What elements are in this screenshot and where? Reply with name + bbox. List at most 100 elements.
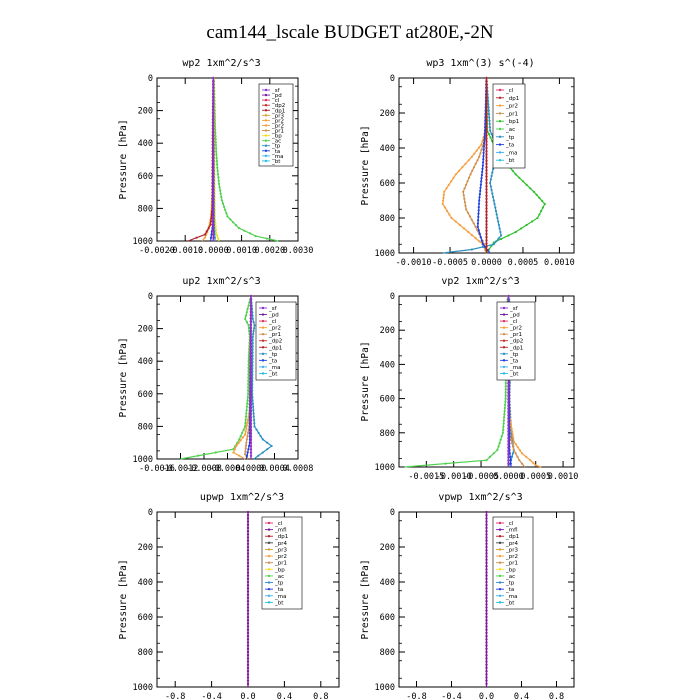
series-point bbox=[489, 178, 492, 181]
series-point bbox=[485, 571, 488, 574]
legend-marker bbox=[498, 127, 502, 131]
series-point bbox=[212, 160, 215, 163]
x-tick-label: -0.0016 bbox=[139, 464, 175, 474]
legend-marker bbox=[502, 332, 506, 336]
legend-marker bbox=[264, 149, 268, 152]
series-point bbox=[216, 234, 219, 237]
series-point bbox=[536, 216, 539, 220]
series-point bbox=[485, 124, 488, 127]
series-point bbox=[248, 301, 251, 304]
x-tick-label: 0.0000 bbox=[471, 258, 502, 268]
series-line bbox=[485, 510, 488, 687]
series-point bbox=[481, 243, 484, 246]
series-point bbox=[481, 164, 484, 167]
series-point bbox=[485, 676, 488, 679]
y-axis-label: Pressure [hPa] bbox=[360, 125, 371, 205]
series-point bbox=[525, 223, 528, 227]
series-point bbox=[229, 218, 232, 221]
legend-label: _dp1 bbox=[274, 534, 288, 540]
series-point bbox=[485, 181, 488, 185]
series-point bbox=[487, 109, 490, 112]
y-tick-label: 1000 bbox=[375, 683, 395, 693]
series-point bbox=[246, 615, 250, 619]
series-point bbox=[466, 211, 470, 214]
series-point bbox=[246, 644, 250, 647]
series-point bbox=[492, 199, 495, 202]
legend-marker bbox=[498, 554, 502, 558]
x-tick-label: -0.0010 bbox=[396, 258, 432, 268]
series-point bbox=[504, 397, 507, 400]
series-point bbox=[249, 425, 253, 429]
series-point bbox=[215, 147, 218, 150]
series-point bbox=[217, 182, 221, 185]
series-point bbox=[487, 103, 490, 106]
series-point bbox=[249, 387, 253, 390]
series-point bbox=[485, 216, 488, 220]
series-point bbox=[507, 414, 510, 417]
series-point bbox=[485, 641, 488, 644]
series-point bbox=[476, 225, 479, 228]
series-point bbox=[485, 131, 488, 134]
legend-label: _ac bbox=[505, 574, 515, 580]
legend-label: _tp bbox=[505, 581, 515, 587]
series-point bbox=[212, 188, 215, 191]
series-point bbox=[485, 226, 488, 229]
series-point bbox=[446, 209, 449, 213]
legend-label: _pr2 bbox=[271, 118, 284, 124]
y-tick-label: 800 bbox=[138, 422, 153, 432]
x-tick-label: 0.0 bbox=[240, 692, 255, 700]
series-point bbox=[246, 530, 250, 533]
series-point bbox=[454, 173, 457, 176]
series-point bbox=[245, 311, 248, 314]
legend-label: _pr1 bbox=[505, 561, 518, 567]
series-point bbox=[247, 376, 250, 379]
y-tick-label: 400 bbox=[138, 578, 153, 588]
series-point bbox=[217, 179, 220, 182]
series-point bbox=[485, 520, 488, 523]
series-point bbox=[502, 419, 505, 422]
series-point bbox=[245, 405, 248, 408]
series-point bbox=[485, 565, 488, 568]
series-point bbox=[212, 233, 215, 236]
legend-label: _bt bbox=[271, 159, 281, 165]
series-point bbox=[246, 609, 250, 612]
series-point bbox=[249, 317, 253, 320]
series-point bbox=[516, 446, 520, 449]
series-point bbox=[246, 561, 250, 565]
series-point bbox=[210, 217, 213, 220]
series-point bbox=[232, 221, 235, 224]
series-point bbox=[249, 378, 253, 381]
legend-label: _ta bbox=[505, 143, 514, 149]
series-point bbox=[212, 166, 215, 169]
series-point bbox=[246, 565, 250, 568]
series-point bbox=[247, 369, 250, 373]
legend-marker bbox=[261, 359, 265, 362]
series-point bbox=[504, 400, 507, 403]
series-point bbox=[215, 150, 218, 153]
series-point bbox=[461, 166, 464, 169]
chart-panel: wp2 1xm^2/s^3 Pressure [hPa] 0 200 400 600 800… bbox=[118, 58, 313, 256]
series-point bbox=[507, 411, 510, 414]
legend-label: _tp bbox=[271, 144, 281, 150]
series-point bbox=[497, 220, 500, 223]
series-point bbox=[246, 590, 250, 593]
series-point bbox=[484, 122, 487, 125]
series-point bbox=[467, 230, 470, 234]
series-point bbox=[470, 155, 473, 158]
legend-marker bbox=[261, 352, 265, 356]
legend-label: _tp bbox=[509, 352, 519, 358]
legend-marker bbox=[502, 306, 506, 310]
x-tick-label: 0.0 bbox=[479, 692, 494, 700]
series-point bbox=[485, 96, 488, 99]
series-point bbox=[249, 416, 253, 419]
legend-label: _cl bbox=[274, 521, 283, 527]
series-path bbox=[442, 77, 488, 254]
series-point bbox=[507, 443, 510, 446]
series-point bbox=[485, 590, 488, 593]
legend-label: _ma bbox=[274, 594, 286, 600]
series-point bbox=[503, 406, 506, 409]
series-point bbox=[249, 400, 253, 403]
series-point bbox=[246, 666, 250, 670]
series-point bbox=[488, 122, 491, 125]
series-point bbox=[212, 89, 215, 92]
